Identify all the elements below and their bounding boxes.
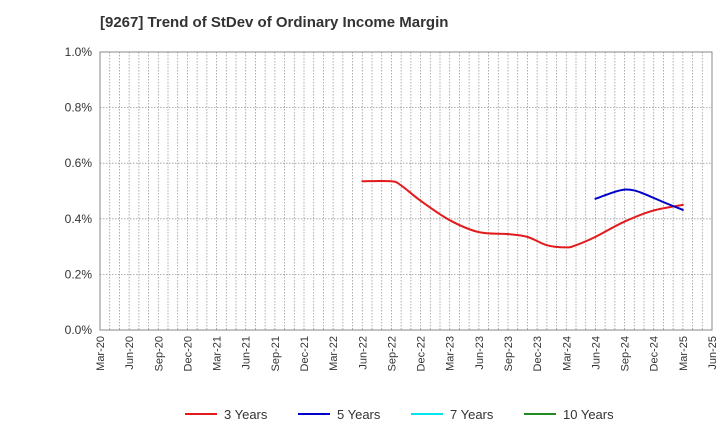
y-tick-label: 0.4% [65, 212, 93, 226]
x-tick-label: Dec-20 [182, 336, 194, 371]
x-tick-label: Jun-24 [590, 336, 602, 370]
y-tick-label: 0.8% [65, 101, 93, 115]
legend-label-3: 7 Years [450, 407, 494, 422]
series-line-1 [361, 179, 684, 249]
plot-border [99, 51, 713, 331]
x-tick-label: Jun-23 [474, 336, 486, 370]
plot-area [100, 52, 712, 330]
series-layer [361, 179, 684, 249]
x-tick-label: Jun-25 [707, 336, 719, 370]
x-tick-label: Jun-22 [357, 336, 369, 370]
chart-title: [9267] Trend of StDev of Ordinary Income… [100, 14, 449, 31]
grid-layer [100, 52, 712, 330]
x-tick-label: Dec-21 [299, 336, 311, 371]
legend-label-4: 10 Years [563, 407, 614, 422]
x-tick-label: Sep-20 [153, 336, 165, 371]
x-tick-label: Sep-22 [386, 336, 398, 371]
x-tick-label: Sep-21 [270, 336, 282, 371]
x-tick-label: Mar-23 [445, 336, 457, 371]
series-line-2 [594, 188, 684, 211]
x-tick-label: Jun-20 [124, 336, 136, 370]
x-tick-label: Mar-24 [561, 336, 573, 371]
legend-label-2: 5 Years [337, 407, 381, 422]
legend-label-1: 3 Years [224, 407, 268, 422]
x-tick-label: Jun-21 [241, 336, 253, 370]
y-tick-label: 0.6% [65, 156, 93, 170]
x-tick-label: Sep-23 [503, 336, 515, 371]
x-tick-label: Dec-24 [649, 336, 661, 371]
y-tick-label: 1.0% [65, 45, 93, 59]
x-tick-label: Mar-20 [95, 336, 107, 371]
x-tick-label: Dec-22 [416, 336, 428, 371]
x-tick-label: Mar-21 [212, 336, 224, 371]
x-tick-label: Mar-25 [678, 336, 690, 371]
x-tick-label: Sep-24 [620, 336, 632, 371]
x-tick-label: Dec-23 [532, 336, 544, 371]
axis-layer: 0.0% 0.2% 0.4% 0.6% 0.8% 1.0% Mar-20 Jun-20 Sep-… [65, 45, 719, 371]
x-tick-label: Mar-22 [328, 336, 340, 371]
y-tick-label: 0.2% [65, 267, 93, 281]
y-tick-label: 0.0% [65, 323, 93, 337]
legend-layer: 3 Years 5 Years 7 Years 10 Years [185, 407, 614, 422]
